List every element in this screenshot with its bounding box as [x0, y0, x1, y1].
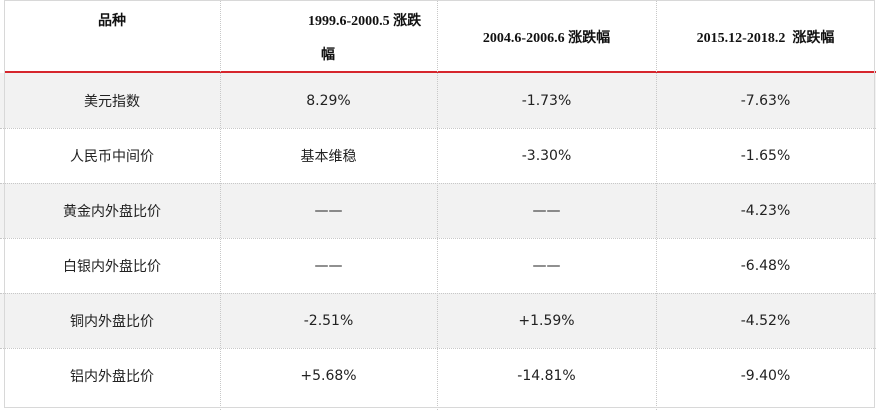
- row-divider: [0, 238, 876, 239]
- cell-period-2004: -3.30%: [521, 147, 572, 164]
- column-divider: [220, 0, 221, 410]
- cell-period-2004: ——: [532, 257, 561, 274]
- row-divider: [0, 183, 876, 184]
- cell-period-2004: -1.73%: [521, 92, 572, 109]
- cell-period-2015: -4.52%: [740, 312, 791, 329]
- header-divider-red: [4, 71, 876, 73]
- table-row: 美元指数 8.29% -1.73% -7.63%: [0, 73, 876, 128]
- header-period-2004-label: 2004.6-2006.6 涨跌幅: [482, 31, 611, 46]
- header-cell-period-2004: 2004.6-2006.6 涨跌幅: [437, 0, 656, 71]
- row-divider: [0, 128, 876, 129]
- header-period-2015-label: 2015.12-2018.2 涨跌幅: [696, 31, 835, 46]
- cell-period-1999: 8.29%: [306, 92, 351, 109]
- table-border: [4, 0, 875, 408]
- cell-variety: 人民币中间价: [70, 148, 154, 165]
- header-period-1999-line2: 幅: [321, 48, 335, 63]
- cell-period-1999: -2.51%: [303, 312, 354, 329]
- header-period-1999-line1: 1999.6-2000.5 涨跌: [308, 14, 422, 29]
- cell-period-2015: -9.40%: [740, 367, 791, 384]
- table-header: 品种 1999.6-2000.5 涨跌 幅 2004.6-2006.6 涨跌幅 …: [0, 0, 876, 71]
- cell-period-1999: ——: [314, 202, 343, 219]
- cell-period-2004: +1.59%: [518, 312, 575, 329]
- table-row: 铝内外盘比价 +5.68% -14.81% -9.40%: [0, 348, 876, 403]
- cell-period-1999: 基本维稳: [300, 148, 357, 165]
- cell-period-2015: -1.65%: [740, 147, 791, 164]
- header-cell-period-2015: 2015.12-2018.2 涨跌幅: [656, 0, 875, 71]
- row-divider: [0, 348, 876, 349]
- cell-period-2004: ——: [532, 202, 561, 219]
- column-divider: [656, 0, 657, 410]
- cell-period-2004: -14.81%: [517, 367, 576, 384]
- table-row: 人民币中间价 基本维稳 -3.30% -1.65%: [0, 128, 876, 183]
- row-divider: [0, 293, 876, 294]
- cell-variety: 美元指数: [84, 93, 140, 110]
- column-divider: [437, 0, 438, 410]
- cell-variety: 黄金内外盘比价: [63, 203, 161, 220]
- header-cell-period-1999: 1999.6-2000.5 涨跌 幅: [220, 0, 437, 71]
- cell-variety: 铝内外盘比价: [70, 368, 154, 385]
- cell-period-1999: ——: [314, 257, 343, 274]
- table-row: 黄金内外盘比价 —— —— -4.23%: [0, 183, 876, 238]
- table-row: 铜内外盘比价 -2.51% +1.59% -4.52%: [0, 293, 876, 348]
- cell-variety: 白银内外盘比价: [63, 258, 161, 275]
- cell-period-2015: -6.48%: [740, 257, 791, 274]
- header-variety-label: 品种: [98, 14, 126, 29]
- cell-period-1999: +5.68%: [300, 367, 357, 384]
- table-row: 白银内外盘比价 —— —— -6.48%: [0, 238, 876, 293]
- header-cell-variety: 品种: [4, 0, 220, 71]
- cell-variety: 铜内外盘比价: [70, 313, 154, 330]
- cell-period-2015: -4.23%: [740, 202, 791, 219]
- cell-period-2015: -7.63%: [740, 92, 791, 109]
